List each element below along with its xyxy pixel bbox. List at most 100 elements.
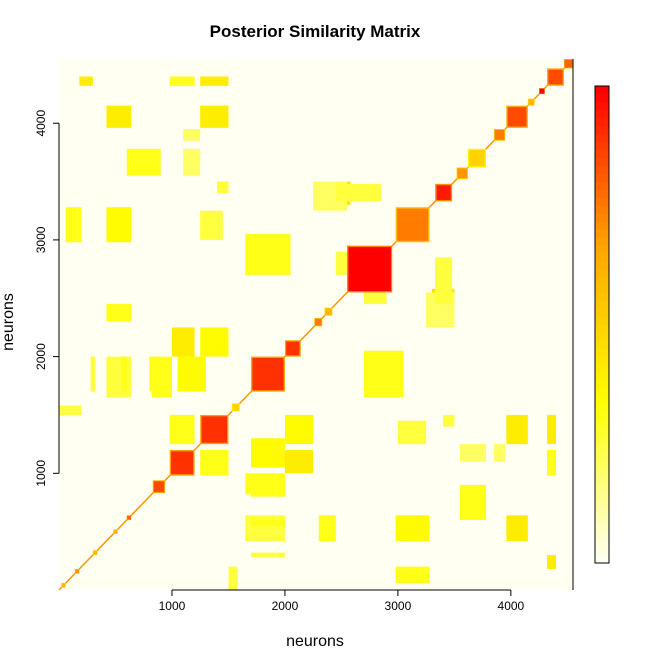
colorbar-segment bbox=[595, 133, 609, 143]
off-diagonal-block bbox=[284, 449, 314, 474]
chart-title: Posterior Similarity Matrix bbox=[210, 22, 421, 41]
off-diagonal-block bbox=[183, 129, 201, 141]
x-tick-label: 4000 bbox=[498, 599, 525, 613]
colorbar-segment bbox=[595, 308, 609, 318]
diagonal-block-core bbox=[469, 150, 485, 167]
x-tick-label: 2000 bbox=[272, 599, 299, 613]
off-diagonal-block bbox=[126, 148, 161, 176]
colorbar-segment bbox=[595, 173, 609, 182]
off-diagonal-block bbox=[284, 414, 314, 445]
diagonal-block-core bbox=[61, 583, 66, 588]
colorbar-segment bbox=[595, 451, 609, 461]
colorbar-segment bbox=[595, 332, 609, 341]
colorbar-segment bbox=[595, 237, 609, 246]
off-diagonal-block bbox=[251, 519, 285, 526]
colorbar-segment bbox=[595, 284, 609, 294]
colorbar-segment bbox=[595, 364, 609, 373]
colorbar-segment bbox=[595, 213, 609, 222]
colorbar-segment bbox=[595, 411, 609, 421]
off-diagonal-block bbox=[506, 414, 528, 445]
off-diagonal-block bbox=[177, 356, 206, 392]
y-axis-label: neurons bbox=[0, 293, 17, 351]
colorbar-segment bbox=[595, 419, 609, 429]
off-diagonal-block bbox=[335, 183, 381, 202]
colorbar-segment bbox=[595, 396, 609, 405]
diagonal-block-core bbox=[396, 208, 429, 241]
colorbar-segment bbox=[595, 117, 609, 127]
off-diagonal-block bbox=[171, 327, 195, 357]
off-diagonal-block bbox=[59, 405, 82, 415]
off-diagonal-block bbox=[90, 356, 96, 392]
colorbar-segment bbox=[595, 149, 609, 159]
colorbar-segment bbox=[595, 523, 609, 532]
off-diagonal-block bbox=[200, 76, 229, 86]
colorbar-segment bbox=[595, 499, 609, 508]
diagonal-block-core bbox=[113, 529, 118, 534]
diagonal-block-core bbox=[93, 550, 98, 555]
off-diagonal-block bbox=[200, 210, 223, 240]
diagonal-block-core bbox=[201, 416, 228, 443]
colorbar-segment bbox=[595, 268, 609, 278]
colorbar-segment bbox=[595, 292, 609, 302]
off-diagonal-block bbox=[65, 207, 82, 243]
colorbar-segment bbox=[595, 404, 609, 413]
off-diagonal-block bbox=[435, 257, 453, 305]
diagonal-block-core bbox=[564, 59, 573, 68]
color-legend-bar bbox=[594, 85, 610, 564]
colorbar-segment bbox=[595, 86, 609, 95]
off-diagonal-block bbox=[106, 304, 132, 322]
colorbar-segment bbox=[595, 205, 609, 214]
off-diagonal-block bbox=[395, 566, 430, 583]
colorbar-segment bbox=[595, 372, 609, 381]
y-tick-label: 3000 bbox=[34, 226, 48, 253]
off-diagonal-block bbox=[547, 414, 557, 445]
off-diagonal-block bbox=[547, 449, 557, 476]
off-diagonal-block bbox=[151, 356, 172, 398]
off-diagonal-block bbox=[251, 438, 285, 468]
colorbar-segment bbox=[595, 165, 609, 175]
colorbar-segment bbox=[595, 435, 609, 445]
off-diagonal-block bbox=[460, 444, 487, 462]
colorbar-border bbox=[594, 85, 610, 564]
x-axis-label: neurons bbox=[286, 633, 344, 650]
y-axis: 1000 2000 3000 4000 bbox=[34, 110, 60, 487]
off-diagonal-block bbox=[228, 566, 238, 590]
colorbar-segment bbox=[595, 245, 609, 254]
diagonal-block-core bbox=[75, 569, 79, 574]
off-diagonal-block bbox=[245, 515, 285, 541]
off-diagonal-block bbox=[318, 515, 336, 541]
colorbar-segment bbox=[595, 300, 609, 310]
colorbar-segment bbox=[595, 340, 609, 349]
off-diagonal-block bbox=[217, 181, 229, 194]
off-diagonal-block bbox=[183, 148, 201, 176]
off-diagonal-block bbox=[200, 449, 229, 476]
colorbar-segment bbox=[595, 229, 609, 238]
colorbar-segment bbox=[595, 427, 609, 437]
diagonal-block-core bbox=[314, 318, 322, 326]
off-diagonal-block bbox=[460, 484, 487, 520]
off-diagonal-block bbox=[169, 76, 195, 86]
y-tick-label: 2000 bbox=[34, 343, 48, 370]
off-diagonal-block bbox=[397, 420, 427, 445]
diagonal-block-core bbox=[232, 403, 240, 411]
off-diagonal-block bbox=[364, 350, 404, 398]
x-tick-label: 3000 bbox=[385, 599, 412, 613]
colorbar-segment bbox=[595, 93, 609, 103]
heatmap-area bbox=[58, 58, 574, 591]
colorbar-segment bbox=[595, 252, 609, 262]
colorbar-segment bbox=[595, 539, 609, 548]
diagonal-block-core bbox=[171, 451, 194, 475]
diagonal-block-core bbox=[528, 99, 535, 106]
colorbar-segment bbox=[595, 491, 609, 500]
off-diagonal-block bbox=[251, 552, 285, 558]
off-diagonal-block bbox=[121, 356, 127, 392]
diagonal-block-core bbox=[494, 129, 505, 140]
colorbar-segment bbox=[595, 181, 609, 190]
diagonal-block-core bbox=[507, 107, 527, 127]
colorbar-segment bbox=[595, 109, 609, 119]
colorbar-segment bbox=[595, 483, 609, 493]
diagonal-block-core bbox=[539, 88, 545, 94]
colorbar-segment bbox=[595, 197, 609, 206]
colorbar-segment bbox=[595, 388, 609, 397]
colorbar-segment bbox=[595, 348, 609, 357]
